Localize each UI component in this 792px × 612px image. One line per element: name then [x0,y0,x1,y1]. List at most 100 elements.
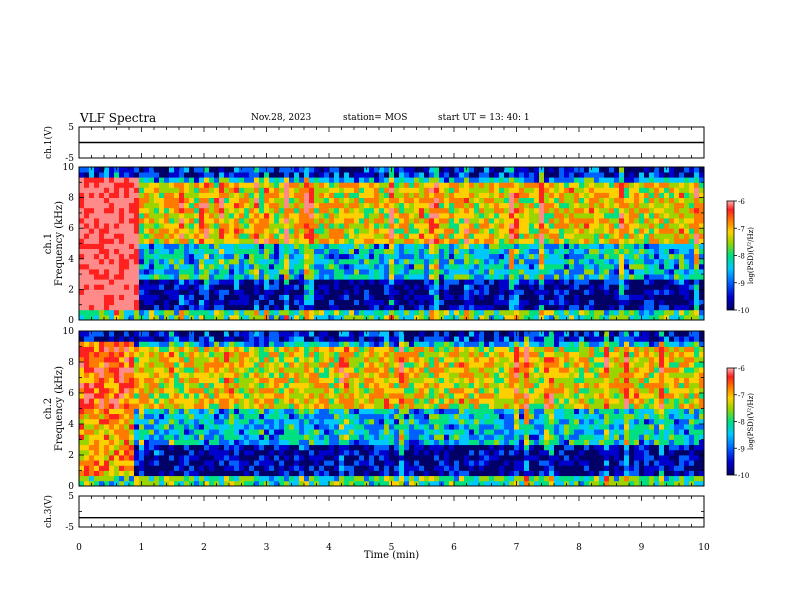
heatmap-cell [364,223,370,229]
heatmap-cell [114,403,120,409]
heatmap-cell [609,223,615,229]
heatmap-cell [614,243,620,249]
heatmap-cell [89,233,95,239]
heatmap-cell [639,243,645,249]
heatmap-cell [79,418,85,425]
heatmap-cell [539,218,545,224]
heatmap-cell [119,346,125,353]
heatmap-cell [104,202,110,209]
heatmap-cell [284,228,290,234]
heatmap-cell [229,372,235,378]
heatmap-cell [164,248,170,255]
heatmap-cell [149,299,155,306]
heatmap-cell [209,304,215,311]
heatmap-cell [319,182,325,188]
heatmap-cell [664,207,670,214]
heatmap-cell [144,294,150,300]
heatmap-cell [499,289,505,295]
heatmap-cell [249,299,255,306]
heatmap-cell [379,279,385,285]
heatmap-cell [239,187,245,193]
heatmap-cell [459,202,465,209]
heatmap-cell [449,304,455,311]
heatmap-cell [204,263,210,270]
heatmap-cell [499,228,505,234]
heatmap-cell [329,218,335,224]
heatmap-cell [389,274,395,280]
heatmap-cell [154,382,160,389]
heatmap-cell [129,393,135,399]
heatmap-cell [589,274,595,280]
heatmap-cell [214,197,220,204]
heatmap-cell [584,212,590,219]
heatmap-cell [694,253,700,260]
heatmap-cell [79,403,85,409]
heatmap-cell [524,279,530,285]
heatmap-cell [489,289,495,295]
heatmap-cell [194,248,200,255]
heatmap-cell [89,294,95,300]
heatmap-cell [99,212,105,219]
heatmap-cell [94,372,100,378]
heatmap-cell [464,289,470,295]
heatmap-cell [214,341,220,347]
heatmap-cell [524,263,530,270]
heatmap-cell [129,346,135,353]
heatmap-cell [389,243,395,249]
heatmap-cell [379,289,385,295]
heatmap-cell [224,228,230,234]
heatmap-cell [114,408,120,415]
heatmap-cell [449,274,455,280]
heatmap-cell [89,346,95,353]
heatmap-cell [214,475,220,482]
heatmap-cell [479,263,485,270]
heatmap-cell [464,197,470,204]
heatmap-cell [279,289,285,295]
heatmap-cell [329,172,335,178]
heatmap-cell [204,413,210,420]
heatmap-cell [394,279,400,285]
heatmap-cell [154,413,160,420]
heatmap-cell [89,367,95,373]
heatmap-cell [474,269,480,275]
heatmap-cell [94,207,100,214]
heatmap-cell [404,243,410,249]
heatmap-cell [294,309,300,316]
heatmap-cell [579,202,585,209]
heatmap-cell [429,248,435,255]
heatmap-cell [99,470,105,477]
heatmap-cell [539,269,545,275]
heatmap-cell [654,192,660,198]
heatmap-cell [459,299,465,306]
heatmap-cell [554,253,560,260]
heatmap-cell [619,172,625,178]
heatmap-cell [104,470,110,477]
heatmap-cell [179,434,185,440]
heatmap-cell [614,309,620,316]
heatmap-cell [129,377,135,384]
heatmap-cell [444,202,450,209]
heatmap-cell [139,269,145,275]
heatmap-cell [404,279,410,285]
heatmap-cell [619,212,625,219]
heatmap-cell [379,223,385,229]
heatmap-cell [254,304,260,311]
heatmap-cell [174,444,180,451]
heatmap-cell [439,212,445,219]
heatmap-cell [349,202,355,209]
heatmap-cell [409,233,415,239]
heatmap-cell [189,309,195,316]
heatmap-cell [174,177,180,183]
heatmap-cell [249,314,255,321]
heatmap-cell [109,269,115,275]
heatmap-cell [174,309,180,316]
heatmap-cell [454,284,460,290]
heatmap-cell [139,403,145,409]
heatmap-cell [564,212,570,219]
heatmap-cell [94,480,100,487]
heatmap-cell [159,284,165,290]
heatmap-cell [189,356,195,363]
heatmap-cell [654,228,660,234]
heatmap-cell [544,314,550,321]
heatmap-cell [229,480,235,487]
